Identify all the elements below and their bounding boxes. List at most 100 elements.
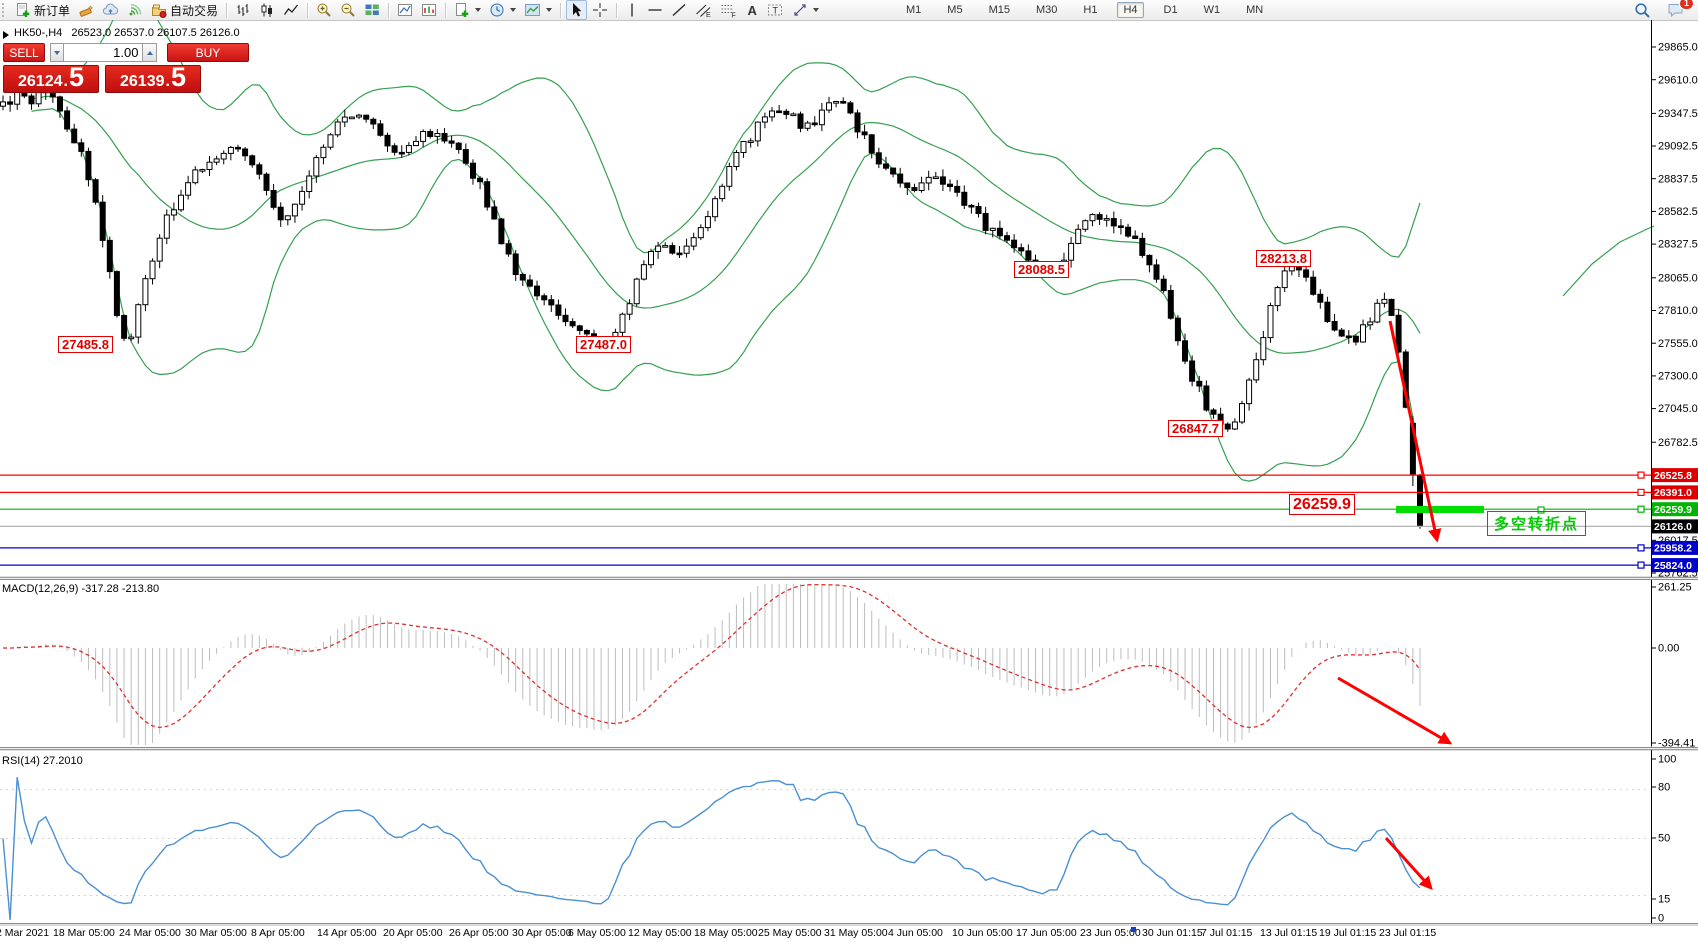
highlighter-icon bbox=[79, 5, 93, 17]
sell-button[interactable]: SELL bbox=[3, 43, 46, 62]
macd-label: MACD(12,26,9) -317.28 -213.80 bbox=[2, 583, 160, 595]
new-order-button[interactable]: 新订单 bbox=[12, 1, 73, 19]
rsi-panel-canvas: 100 80 50 15 0 bbox=[0, 747, 1698, 926]
tile-windows-button[interactable] bbox=[361, 1, 383, 19]
timeframe-w1[interactable]: W1 bbox=[1203, 4, 1221, 16]
time-axis-label: 13 Jul 01:15 bbox=[1260, 927, 1318, 939]
candlestick-chart-button[interactable] bbox=[256, 1, 278, 19]
new-order-label: 新订单 bbox=[34, 3, 71, 18]
chart-symbol-period: HK50-,H4 bbox=[14, 27, 63, 39]
bar-chart-button[interactable] bbox=[232, 1, 254, 19]
text-label-tool[interactable]: T bbox=[764, 1, 787, 19]
time-axis-label: 25 May 05:00 bbox=[758, 927, 822, 939]
svg-text:0.00: 0.00 bbox=[1658, 643, 1679, 655]
price-annotation: 28213.8 bbox=[1256, 250, 1311, 267]
toolbar-grip bbox=[2, 3, 9, 17]
cloud-icon bbox=[102, 3, 119, 15]
rsi-line bbox=[2, 777, 1421, 921]
line-chart-button[interactable] bbox=[280, 1, 302, 19]
timeframe-m15[interactable]: M15 bbox=[988, 4, 1010, 16]
horizontal-line-tool[interactable] bbox=[644, 1, 666, 19]
candlestick-chart-icon bbox=[261, 3, 273, 17]
price-annotation: 27487.0 bbox=[576, 336, 631, 353]
timeframe-m5[interactable]: M5 bbox=[947, 4, 963, 16]
svg-text:28327.5: 28327.5 bbox=[1658, 239, 1698, 251]
search-icon bbox=[1635, 2, 1650, 18]
bollinger-bands bbox=[31, 20, 1655, 482]
zoom-in-button[interactable] bbox=[313, 1, 335, 19]
buy-button[interactable]: BUY bbox=[166, 43, 249, 62]
line-chart-icon bbox=[284, 4, 299, 15]
data-window-icon bbox=[398, 4, 413, 16]
time-axis-label: 2 Mar 2021 bbox=[0, 927, 50, 939]
time-axis-label: 18 Mar 05:00 bbox=[53, 927, 115, 939]
search-button[interactable] bbox=[1631, 1, 1654, 19]
time-axis-label: 19 Jul 01:15 bbox=[1319, 927, 1377, 939]
level-lines bbox=[0, 471, 1651, 569]
text-tool-icon: A bbox=[748, 3, 758, 18]
buy-price-button[interactable]: 26139. 5 bbox=[105, 64, 201, 93]
timeframe-m1[interactable]: M1 bbox=[906, 4, 922, 16]
add-indicator-button[interactable] bbox=[451, 1, 484, 19]
time-axis-label: 10 Jun 05:00 bbox=[952, 927, 1013, 939]
timeframe-h4[interactable]: H4 bbox=[1117, 2, 1144, 18]
fibonacci-tool[interactable]: F bbox=[717, 1, 740, 19]
timeframe-d1[interactable]: D1 bbox=[1163, 4, 1178, 16]
channel-tool[interactable]: E bbox=[692, 1, 715, 19]
notifications-button[interactable]: 1 bbox=[1664, 0, 1694, 19]
sell-price-int: 26124 bbox=[18, 73, 63, 90]
horizontal-line-icon bbox=[648, 9, 662, 11]
svg-text:26391.0: 26391.0 bbox=[1654, 487, 1692, 499]
cursor-tool-button[interactable] bbox=[566, 0, 588, 20]
period-caret bbox=[510, 8, 517, 12]
price-axis: 29865.0 29610.0 29347.5 29092.5 28837.5 28582… bbox=[1651, 42, 1698, 580]
red-trend-arrow bbox=[1337, 676, 1453, 745]
svg-text:0: 0 bbox=[1658, 913, 1664, 925]
channel-icon: E bbox=[696, 4, 711, 18]
price-annotation: 26847.7 bbox=[1168, 420, 1223, 437]
timeframe-m30[interactable]: M30 bbox=[1035, 4, 1058, 16]
timeframe-h1[interactable]: H1 bbox=[1083, 4, 1098, 16]
template-button[interactable] bbox=[521, 1, 555, 19]
svg-text:27300.0: 27300.0 bbox=[1658, 371, 1698, 383]
svg-text:27045.0: 27045.0 bbox=[1658, 403, 1698, 415]
shapes-tool[interactable] bbox=[789, 1, 822, 19]
time-axis-label: 18 May 05:00 bbox=[694, 927, 758, 939]
period-button[interactable] bbox=[486, 1, 519, 19]
shapes-icon bbox=[794, 4, 806, 16]
autotrade-button[interactable]: 自动交易 bbox=[148, 1, 221, 19]
vertical-line-icon bbox=[631, 3, 633, 17]
new-order-icon bbox=[17, 3, 30, 17]
zoom-out-button[interactable] bbox=[337, 1, 359, 19]
text-tool[interactable]: A bbox=[742, 1, 762, 19]
svg-text:29347.5: 29347.5 bbox=[1658, 108, 1698, 120]
timeframe-mn[interactable]: MN bbox=[1246, 4, 1264, 16]
volume-decrease-button[interactable] bbox=[50, 43, 65, 62]
time-axis-label: 23 Jun 05:00 bbox=[1080, 927, 1141, 939]
cloud-publish-button[interactable] bbox=[99, 1, 122, 19]
text-label-icon: T bbox=[768, 4, 783, 16]
one-click-trade-panel: SELL BUY 26124.5 26139.5 bbox=[3, 43, 249, 93]
time-axis-label: 23 Jul 01:15 bbox=[1379, 927, 1437, 939]
sell-price-button[interactable]: 26124. 5 bbox=[3, 64, 99, 93]
time-axis-label: 26 Apr 05:00 bbox=[449, 927, 509, 939]
time-axis-label: 6 May 05:00 bbox=[568, 927, 626, 939]
crosshair-tool-button[interactable] bbox=[589, 1, 611, 19]
data-window-button[interactable] bbox=[394, 1, 416, 19]
svg-text:29865.0: 29865.0 bbox=[1658, 42, 1698, 54]
highlighter-button[interactable] bbox=[75, 1, 97, 19]
volume-increase-button[interactable] bbox=[142, 43, 157, 62]
market-watch-button[interactable] bbox=[418, 1, 440, 19]
time-axis: 2 Mar 2021 18 Mar 05:00 24 Mar 05:00 30 Mar… bbox=[0, 926, 1698, 942]
time-axis-label: 17 Jun 05:00 bbox=[1016, 927, 1077, 939]
channel-label-glyph: E bbox=[706, 12, 711, 18]
time-axis-label: 30 Apr 05:00 bbox=[512, 927, 572, 939]
volume-input[interactable] bbox=[64, 43, 143, 62]
vertical-line-tool[interactable] bbox=[622, 1, 642, 19]
trendline-tool[interactable] bbox=[668, 1, 690, 19]
support-highlight-bar bbox=[1396, 506, 1484, 513]
cursor-icon bbox=[573, 3, 582, 17]
signal-button[interactable] bbox=[124, 1, 146, 19]
time-axis-label: 12 May 05:00 bbox=[628, 927, 692, 939]
candles bbox=[0, 80, 1423, 529]
